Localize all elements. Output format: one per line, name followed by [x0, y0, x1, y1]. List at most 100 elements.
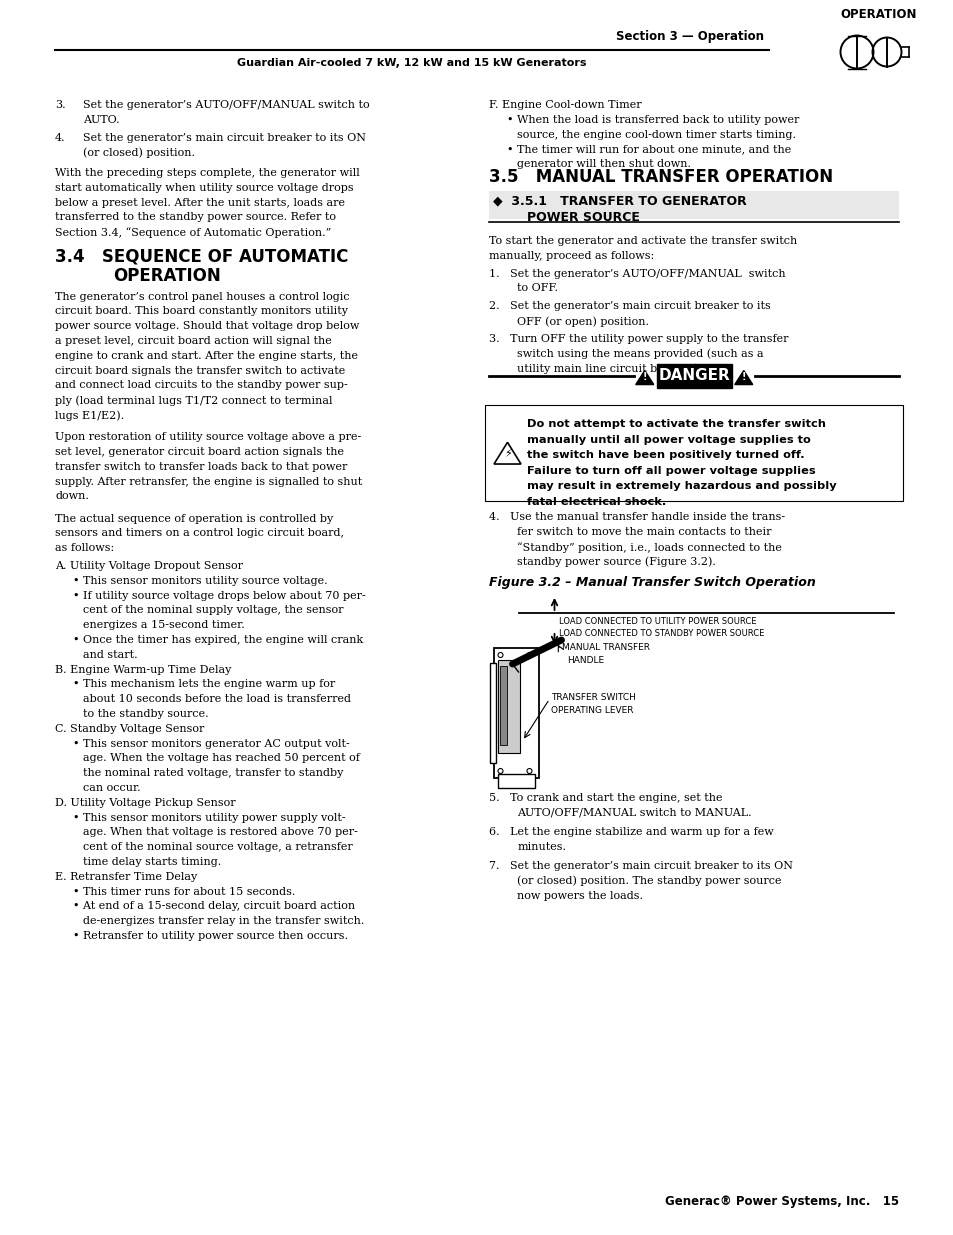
Text: the switch have been positively turned off.: the switch have been positively turned o… [527, 451, 804, 461]
Text: start automatically when utility source voltage drops: start automatically when utility source … [55, 183, 354, 193]
FancyBboxPatch shape [485, 405, 902, 501]
Text: sensors and timers on a control logic circuit board,: sensors and timers on a control logic ci… [55, 529, 344, 538]
Text: • This timer runs for about 15 seconds.: • This timer runs for about 15 seconds. [73, 887, 295, 897]
Text: transferred to the standby power source. Refer to: transferred to the standby power source.… [55, 212, 335, 222]
Text: ply (load terminal lugs T1/T2 connect to terminal: ply (load terminal lugs T1/T2 connect to… [55, 395, 333, 406]
Text: switch using the means provided (such as a: switch using the means provided (such as… [517, 348, 763, 359]
Text: the nominal rated voltage, transfer to standby: the nominal rated voltage, transfer to s… [83, 768, 343, 778]
Text: 4.: 4. [55, 132, 66, 142]
Text: OPERATING LEVER: OPERATING LEVER [551, 706, 634, 715]
Text: • Retransfer to utility power source then occurs.: • Retransfer to utility power source the… [73, 931, 348, 941]
Text: E. Retransfer Time Delay: E. Retransfer Time Delay [55, 872, 197, 882]
Text: to OFF.: to OFF. [517, 284, 558, 294]
Text: Section 3.4, “Sequence of Automatic Operation.”: Section 3.4, “Sequence of Automatic Oper… [55, 227, 331, 238]
Text: OPERATION: OPERATION [840, 7, 916, 21]
Text: energizes a 15-second timer.: energizes a 15-second timer. [83, 620, 245, 630]
Text: age. When that voltage is restored above 70 per-: age. When that voltage is restored above… [83, 827, 357, 837]
Text: • At end of a 15-second delay, circuit board action: • At end of a 15-second delay, circuit b… [73, 902, 355, 911]
Text: a preset level, circuit board action will signal the: a preset level, circuit board action wil… [55, 336, 332, 346]
Text: Set the generator’s main circuit breaker to its ON: Set the generator’s main circuit breaker… [83, 132, 366, 142]
Text: MANUAL TRANSFER: MANUAL TRANSFER [562, 643, 650, 652]
Text: D. Utility Voltage Pickup Sensor: D. Utility Voltage Pickup Sensor [55, 798, 235, 808]
Text: OPERATION: OPERATION [112, 267, 220, 285]
Text: time delay starts timing.: time delay starts timing. [83, 857, 221, 867]
Text: The actual sequence of operation is controlled by: The actual sequence of operation is cont… [55, 514, 333, 524]
Circle shape [526, 768, 532, 773]
Text: cent of the nominal source voltage, a retransfer: cent of the nominal source voltage, a re… [83, 842, 353, 852]
Text: With the preceding steps complete, the generator will: With the preceding steps complete, the g… [55, 168, 359, 178]
Text: DANGER: DANGER [658, 368, 729, 383]
Text: 1.   Set the generator’s AUTO/OFF/MANUAL  switch: 1. Set the generator’s AUTO/OFF/MANUAL s… [489, 269, 785, 279]
Polygon shape [635, 370, 653, 384]
Text: source, the engine cool-down timer starts timing.: source, the engine cool-down timer start… [517, 130, 796, 140]
Text: 6.   Let the engine stabilize and warm up for a few: 6. Let the engine stabilize and warm up … [489, 827, 774, 837]
Text: Generac® Power Systems, Inc.   15: Generac® Power Systems, Inc. 15 [664, 1195, 898, 1208]
Text: (or closed) position. The standby power source: (or closed) position. The standby power … [517, 876, 781, 887]
Text: • Once the timer has expired, the engine will crank: • Once the timer has expired, the engine… [73, 635, 363, 645]
Text: circuit board signals the transfer switch to activate: circuit board signals the transfer switc… [55, 366, 345, 375]
Bar [498, 659, 520, 753]
Text: 3.   Turn OFF the utility power supply to the transfer: 3. Turn OFF the utility power supply to … [489, 333, 788, 343]
Text: as follows:: as follows: [55, 543, 114, 553]
Bar [498, 774, 535, 788]
Text: LOAD CONNECTED TO UTILITY POWER SOURCE: LOAD CONNECTED TO UTILITY POWER SOURCE [558, 618, 757, 626]
Text: below a preset level. After the unit starts, loads are: below a preset level. After the unit sta… [55, 198, 345, 207]
Text: (or closed) position.: (or closed) position. [83, 147, 194, 158]
Text: • This sensor monitors utility power supply volt-: • This sensor monitors utility power sup… [73, 813, 345, 823]
Text: standby power source (Figure 3.2).: standby power source (Figure 3.2). [517, 557, 716, 567]
Text: Figure 3.2 – Manual Transfer Switch Operation: Figure 3.2 – Manual Transfer Switch Oper… [489, 576, 816, 589]
Text: to the standby source.: to the standby source. [83, 709, 209, 719]
Text: OFF (or open) position.: OFF (or open) position. [517, 316, 649, 326]
Text: To start the generator and activate the transfer switch: To start the generator and activate the … [489, 236, 797, 246]
Text: POWER SOURCE: POWER SOURCE [527, 211, 639, 224]
Text: minutes.: minutes. [517, 842, 566, 852]
Text: and start.: and start. [83, 650, 137, 659]
Text: • If utility source voltage drops below about 70 per-: • If utility source voltage drops below … [73, 590, 365, 600]
Text: 5.   To crank and start the engine, set the: 5. To crank and start the engine, set th… [489, 793, 722, 803]
Text: ◆  3.5.1   TRANSFER TO GENERATOR: ◆ 3.5.1 TRANSFER TO GENERATOR [493, 195, 746, 207]
Bar [500, 666, 507, 745]
Text: ⚡: ⚡ [503, 450, 511, 459]
Bar [490, 663, 496, 763]
Text: • This sensor monitors utility source voltage.: • This sensor monitors utility source vo… [73, 576, 327, 585]
Text: 4.   Use the manual transfer handle inside the trans-: 4. Use the manual transfer handle inside… [489, 513, 785, 522]
Text: and connect load circuits to the standby power sup-: and connect load circuits to the standby… [55, 380, 348, 390]
Circle shape [497, 768, 502, 773]
Text: de-energizes transfer relay in the transfer switch.: de-energizes transfer relay in the trans… [83, 916, 364, 926]
Text: F. Engine Cool-down Timer: F. Engine Cool-down Timer [489, 100, 641, 110]
Text: LOAD CONNECTED TO STANDBY POWER SOURCE: LOAD CONNECTED TO STANDBY POWER SOURCE [558, 629, 764, 638]
Text: cent of the nominal supply voltage, the sensor: cent of the nominal supply voltage, the … [83, 605, 343, 615]
Text: HANDLE: HANDLE [567, 656, 604, 664]
Text: A. Utility Voltage Dropout Sensor: A. Utility Voltage Dropout Sensor [55, 561, 243, 571]
Text: 2.   Set the generator’s main circuit breaker to its: 2. Set the generator’s main circuit brea… [489, 301, 770, 311]
Text: generator will then shut down.: generator will then shut down. [517, 159, 691, 169]
Circle shape [526, 652, 532, 657]
Text: Failure to turn off all power voltage supplies: Failure to turn off all power voltage su… [527, 466, 815, 475]
FancyBboxPatch shape [656, 364, 731, 388]
Text: about 10 seconds before the load is transferred: about 10 seconds before the load is tran… [83, 694, 351, 704]
Text: !: ! [740, 372, 745, 382]
Text: Guardian Air-cooled 7 kW, 12 kW and 15 kW Generators: Guardian Air-cooled 7 kW, 12 kW and 15 k… [237, 58, 586, 68]
Bar [494, 648, 539, 778]
Text: 3.: 3. [55, 100, 66, 110]
Text: • When the load is transferred back to utility power: • When the load is transferred back to u… [507, 115, 799, 125]
Text: manually, proceed as follows:: manually, proceed as follows: [489, 251, 654, 261]
Text: power source voltage. Should that voltage drop below: power source voltage. Should that voltag… [55, 321, 359, 331]
Text: 7.   Set the generator’s main circuit breaker to its ON: 7. Set the generator’s main circuit brea… [489, 861, 793, 871]
Text: age. When the voltage has reached 50 percent of: age. When the voltage has reached 50 per… [83, 753, 359, 763]
Text: can occur.: can occur. [83, 783, 140, 793]
Text: 3.5   MANUAL TRANSFER OPERATION: 3.5 MANUAL TRANSFER OPERATION [489, 168, 833, 186]
Text: utility main line circuit breaker).: utility main line circuit breaker). [517, 363, 702, 374]
Text: circuit board. This board constantly monitors utility: circuit board. This board constantly mon… [55, 306, 348, 316]
Text: AUTO.: AUTO. [83, 115, 119, 125]
Text: lugs E1/E2).: lugs E1/E2). [55, 410, 124, 421]
Text: • The timer will run for about one minute, and the: • The timer will run for about one minut… [507, 144, 791, 154]
Text: • This sensor monitors generator AC output volt-: • This sensor monitors generator AC outp… [73, 739, 350, 748]
Text: Do not attempt to activate the transfer switch: Do not attempt to activate the transfer … [527, 419, 825, 430]
Text: 3.4   SEQUENCE OF AUTOMATIC: 3.4 SEQUENCE OF AUTOMATIC [55, 248, 348, 266]
Text: engine to crank and start. After the engine starts, the: engine to crank and start. After the eng… [55, 351, 357, 361]
Text: B. Engine Warm-up Time Delay: B. Engine Warm-up Time Delay [55, 664, 232, 674]
Text: Set the generator’s AUTO/OFF/MANUAL switch to: Set the generator’s AUTO/OFF/MANUAL swit… [83, 100, 369, 110]
FancyBboxPatch shape [489, 190, 898, 219]
Text: fer switch to move the main contacts to their: fer switch to move the main contacts to … [517, 527, 771, 537]
